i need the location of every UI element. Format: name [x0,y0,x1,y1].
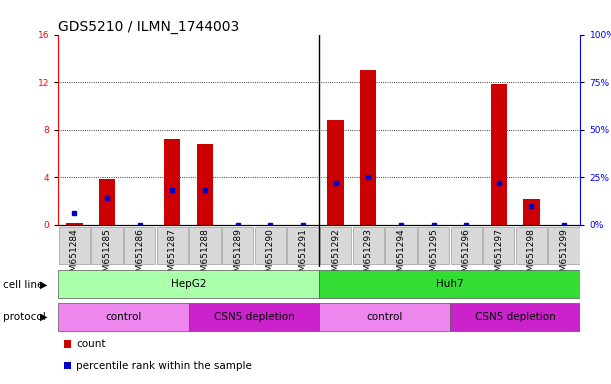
FancyBboxPatch shape [92,227,123,264]
FancyBboxPatch shape [287,227,318,264]
Text: GSM651293: GSM651293 [364,228,373,283]
Bar [164,139,180,225]
FancyBboxPatch shape [418,227,449,264]
FancyBboxPatch shape [483,227,514,264]
Bar [197,144,213,225]
Text: GSM651295: GSM651295 [429,228,438,283]
Text: GSM651296: GSM651296 [462,228,470,283]
Text: GSM651290: GSM651290 [266,228,275,283]
Bar [491,84,507,225]
FancyBboxPatch shape [189,227,221,264]
Text: GSM651287: GSM651287 [168,228,177,283]
FancyBboxPatch shape [58,270,320,298]
Text: GSM651288: GSM651288 [200,228,210,283]
FancyBboxPatch shape [320,303,450,331]
Bar [99,179,115,225]
FancyBboxPatch shape [320,270,580,298]
Text: HepG2: HepG2 [171,279,207,289]
Text: cell line: cell line [3,280,43,290]
Text: GSM651299: GSM651299 [560,228,569,283]
Bar [523,199,540,225]
Text: control: control [105,312,142,322]
FancyBboxPatch shape [353,227,384,264]
FancyBboxPatch shape [58,303,189,331]
FancyBboxPatch shape [450,303,580,331]
Text: GSM651297: GSM651297 [494,228,503,283]
FancyBboxPatch shape [516,227,547,264]
FancyBboxPatch shape [156,227,188,264]
FancyBboxPatch shape [124,227,155,264]
FancyBboxPatch shape [549,227,580,264]
Text: protocol: protocol [3,312,46,322]
Text: count: count [76,339,106,349]
Text: GSM651285: GSM651285 [103,228,112,283]
Text: GSM651292: GSM651292 [331,228,340,283]
FancyBboxPatch shape [222,227,254,264]
Bar [66,223,82,225]
Bar [360,70,376,225]
Text: GSM651289: GSM651289 [233,228,242,283]
Text: GSM651286: GSM651286 [135,228,144,283]
Bar [327,120,344,225]
FancyBboxPatch shape [450,227,482,264]
Text: ▶: ▶ [40,312,48,322]
FancyBboxPatch shape [255,227,286,264]
Text: percentile rank within the sample: percentile rank within the sample [76,361,252,371]
Text: ▶: ▶ [40,280,48,290]
FancyBboxPatch shape [320,227,351,264]
Text: control: control [367,312,403,322]
Text: GSM651294: GSM651294 [397,228,405,283]
Text: CSN5 depletion: CSN5 depletion [475,312,555,322]
FancyBboxPatch shape [59,227,90,264]
FancyBboxPatch shape [385,227,417,264]
Text: GSM651291: GSM651291 [298,228,307,283]
Text: Huh7: Huh7 [436,279,464,289]
Text: GDS5210 / ILMN_1744003: GDS5210 / ILMN_1744003 [58,20,240,33]
Text: GSM651298: GSM651298 [527,228,536,283]
Text: CSN5 depletion: CSN5 depletion [214,312,295,322]
FancyBboxPatch shape [189,303,320,331]
Text: GSM651284: GSM651284 [70,228,79,283]
